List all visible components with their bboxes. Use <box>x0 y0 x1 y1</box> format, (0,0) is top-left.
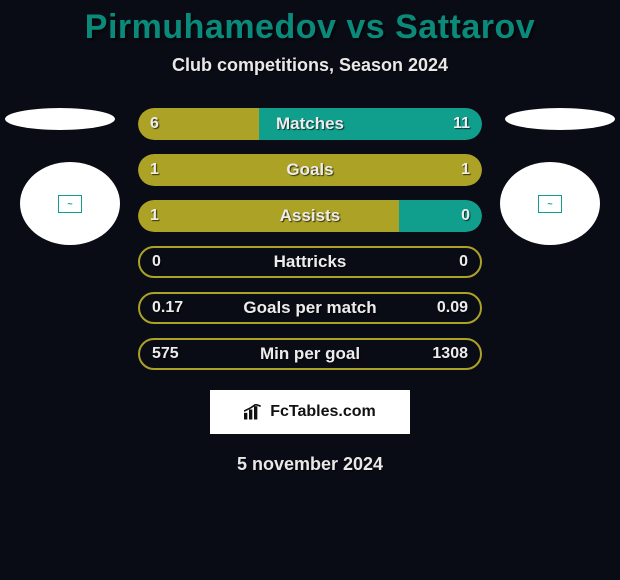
logo-text: FcTables.com <box>270 403 376 421</box>
player-left-badge-icon: ~ <box>58 195 82 213</box>
stat-bar: 0.17Goals per match0.09 <box>138 292 482 324</box>
stat-bar: 575Min per goal1308 <box>138 338 482 370</box>
comparison-card: Pirmuhamedov vs Sattarov Club competitio… <box>0 0 620 475</box>
stat-label: Goals per match <box>140 298 480 318</box>
player-right-avatar: ~ <box>500 162 600 245</box>
stat-label: Min per goal <box>140 344 480 364</box>
stat-value-right: 0.09 <box>437 299 468 317</box>
player-right-badge-icon: ~ <box>538 195 562 213</box>
stat-bars: 6Matches111Goals11Assists00Hattricks00.1… <box>138 108 482 370</box>
stat-value-right: 11 <box>453 115 470 133</box>
stat-value-right: 1308 <box>432 345 468 363</box>
footer-date: 5 november 2024 <box>0 454 620 475</box>
stat-label: Goals <box>138 160 482 180</box>
stat-bar: 6Matches11 <box>138 108 482 140</box>
stat-label: Assists <box>138 206 482 226</box>
stat-label: Hattricks <box>140 252 480 272</box>
stat-bar: 1Assists0 <box>138 200 482 232</box>
logo-fctables: FcTables.com <box>210 390 410 434</box>
chart-icon <box>244 404 264 420</box>
stat-value-right: 0 <box>461 207 470 225</box>
stat-value-right: 1 <box>461 161 470 179</box>
content-area: ~ ~ 6Matches111Goals11Assists00Hattricks… <box>0 108 620 475</box>
stat-bar: 1Goals1 <box>138 154 482 186</box>
stat-bar: 0Hattricks0 <box>138 246 482 278</box>
stat-value-right: 0 <box>459 253 468 271</box>
stat-label: Matches <box>138 114 482 134</box>
player-right-ellipse <box>505 108 615 130</box>
player-left-ellipse <box>5 108 115 130</box>
page-title: Pirmuhamedov vs Sattarov <box>0 8 620 47</box>
subtitle: Club competitions, Season 2024 <box>0 55 620 76</box>
player-left-avatar: ~ <box>20 162 120 245</box>
